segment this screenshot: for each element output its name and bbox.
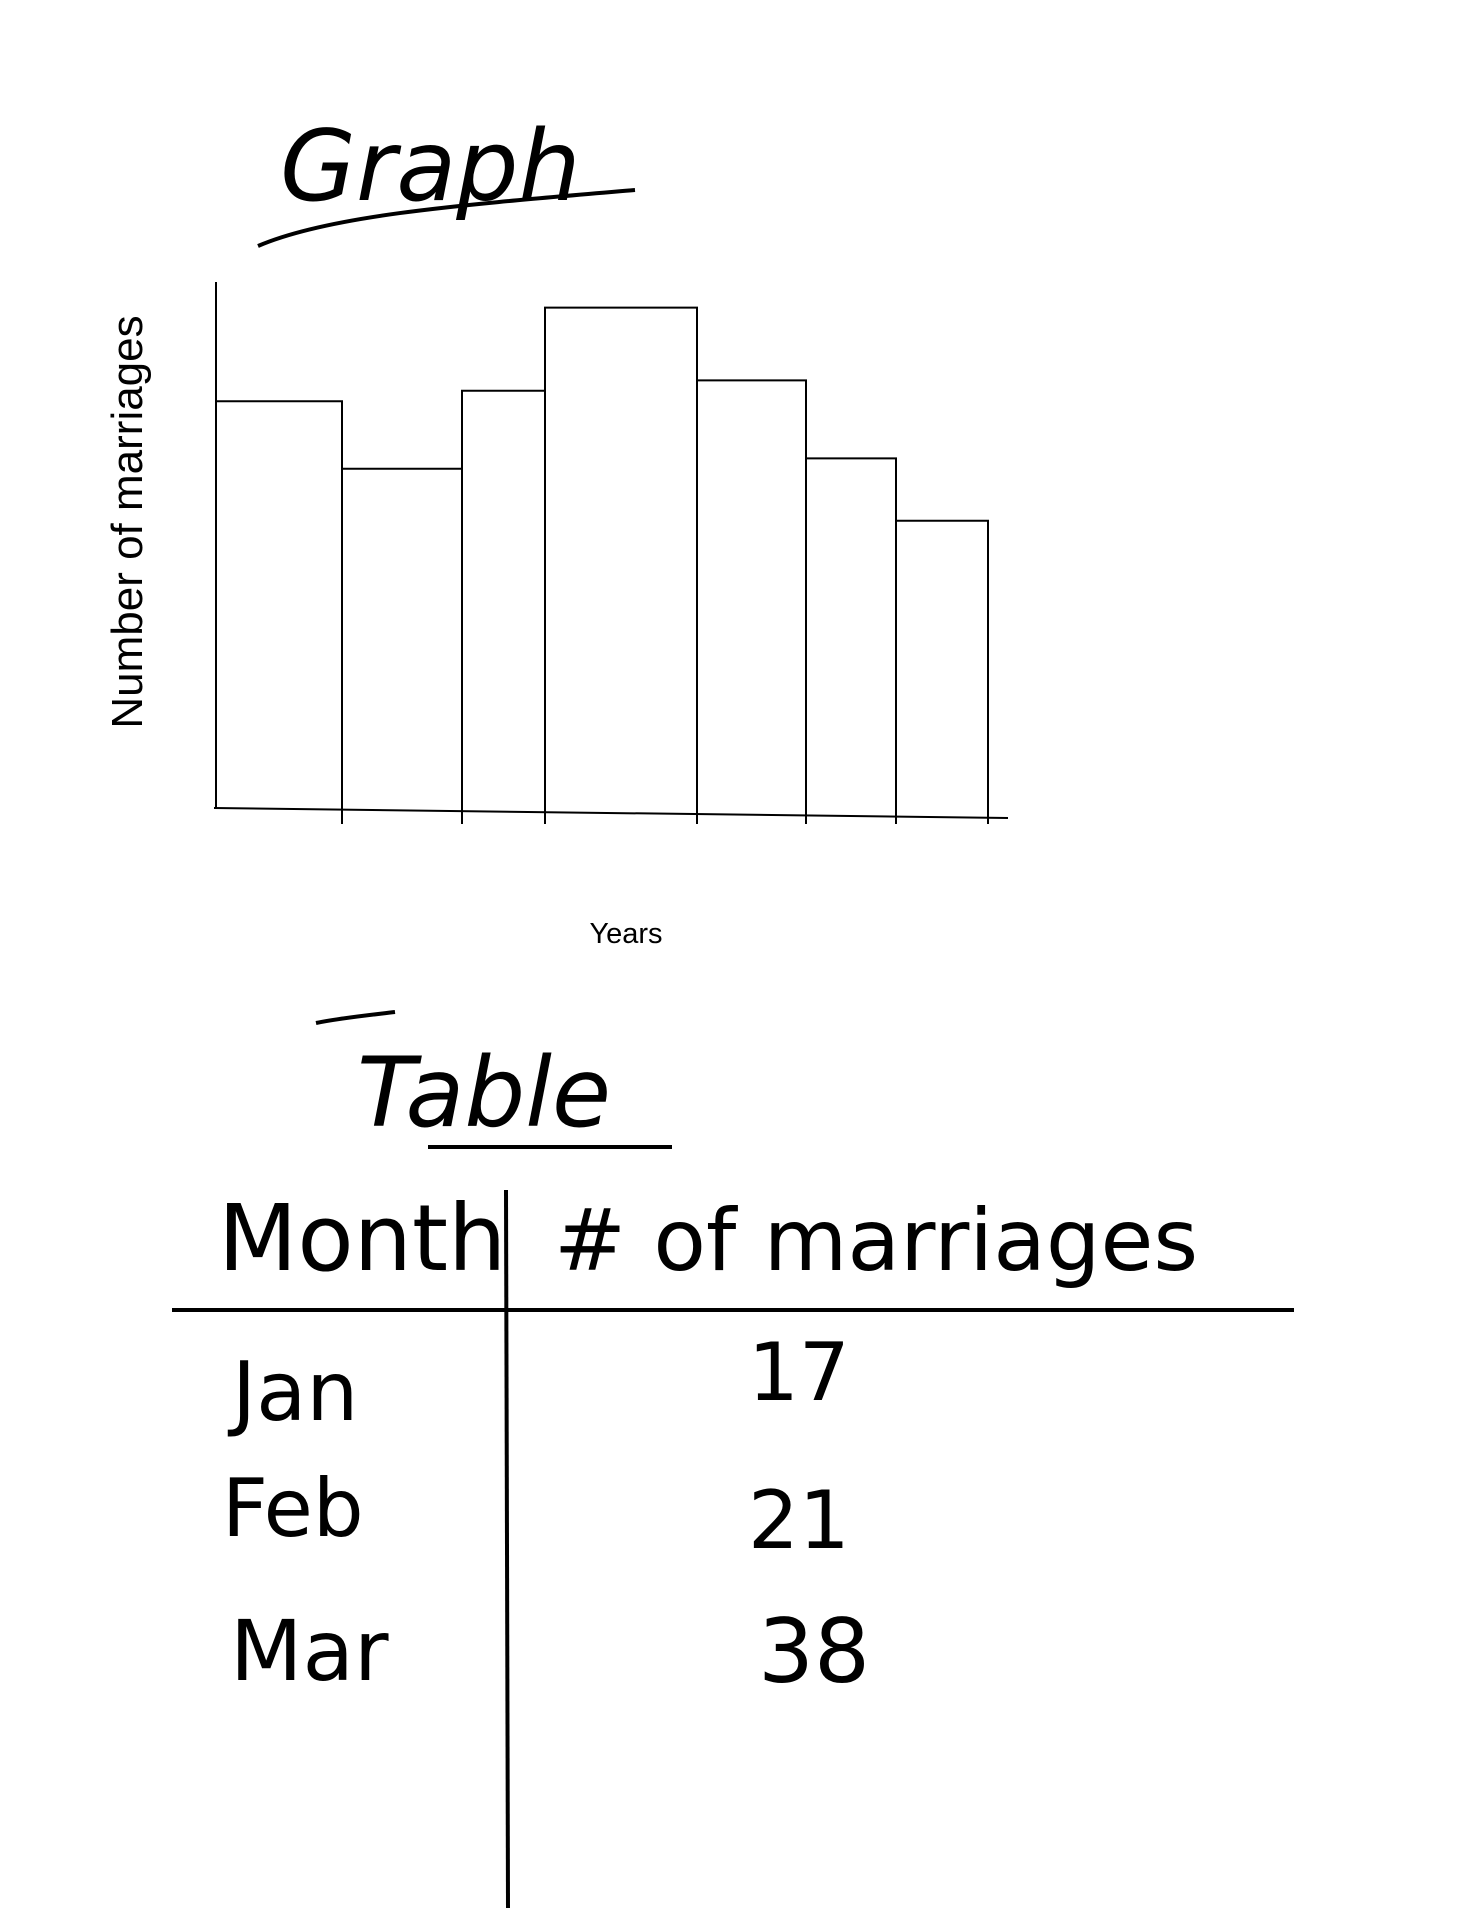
row-count-jan: 17	[748, 1326, 850, 1419]
bars-group	[216, 306, 989, 824]
table-column-divider	[504, 1189, 510, 1908]
bar-4	[544, 306, 698, 824]
bar-1	[216, 400, 343, 824]
row-month-mar: Mar	[230, 1602, 389, 1700]
bar-7	[895, 458, 989, 824]
table-row: Feb 21	[222, 1462, 850, 1567]
bar-6	[805, 380, 897, 824]
graph-heading-underline	[257, 188, 636, 248]
row-month-jan: Jan	[227, 1345, 358, 1440]
column-header-month: Month	[218, 1185, 506, 1292]
row-month-feb: Feb	[222, 1462, 364, 1555]
x-axis-label: Years	[589, 918, 662, 950]
table-row: Jan 17	[227, 1326, 850, 1440]
graph-heading: Graph	[280, 110, 581, 224]
row-count-feb: 21	[748, 1474, 850, 1567]
column-header-marriages: # of marriages	[554, 1191, 1198, 1291]
bar-2	[341, 401, 463, 824]
row-count-mar: 38	[758, 1600, 870, 1703]
x-axis-line	[213, 807, 1009, 819]
y-axis-label: Number of marriages	[103, 315, 152, 728]
stray-pen-mark	[315, 1010, 396, 1025]
table-heading: Table	[357, 1037, 611, 1149]
table-row: Mar 38	[230, 1600, 870, 1703]
bar-5	[696, 307, 807, 824]
bar-3	[461, 389, 546, 824]
